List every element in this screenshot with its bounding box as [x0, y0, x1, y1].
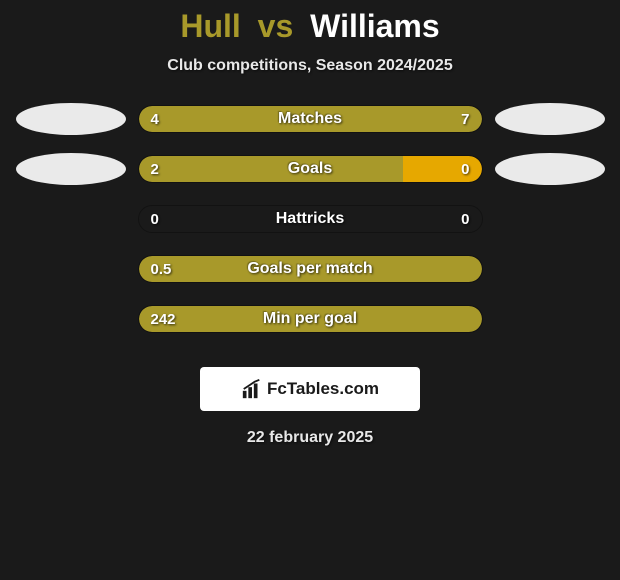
stat-label: Goals	[139, 156, 482, 182]
spacer	[495, 203, 605, 235]
spacer	[16, 253, 126, 285]
stat-row: 00Hattricks	[16, 203, 605, 235]
bar-chart-icon	[241, 378, 263, 400]
player2-indicator	[495, 103, 605, 135]
branding-inner: FcTables.com	[241, 378, 379, 400]
stat-label: Matches	[139, 106, 482, 132]
stat-row: 0.5Goals per match	[16, 253, 605, 285]
stat-label: Goals per match	[139, 256, 482, 282]
branding-text: FcTables.com	[267, 379, 379, 399]
stat-label: Hattricks	[139, 206, 482, 232]
stat-row: 47Matches	[16, 103, 605, 135]
player2-name: Williams	[310, 8, 440, 44]
vs-separator: vs	[258, 8, 294, 44]
player1-indicator	[16, 103, 126, 135]
comparison-widget: Hull vs Williams Club competitions, Seas…	[0, 0, 620, 447]
spacer	[495, 303, 605, 335]
stat-bar: 00Hattricks	[138, 205, 483, 233]
spacer	[16, 203, 126, 235]
stat-bar: 20Goals	[138, 155, 483, 183]
branding-box[interactable]: FcTables.com	[200, 367, 420, 411]
spacer	[495, 253, 605, 285]
player1-indicator	[16, 153, 126, 185]
stat-bar: 242Min per goal	[138, 305, 483, 333]
spacer	[16, 303, 126, 335]
stat-row: 20Goals	[16, 153, 605, 185]
stat-label: Min per goal	[139, 306, 482, 332]
player2-indicator	[495, 153, 605, 185]
stat-bar: 47Matches	[138, 105, 483, 133]
stat-bar: 0.5Goals per match	[138, 255, 483, 283]
footer-date: 22 february 2025	[247, 429, 373, 447]
page-title: Hull vs Williams	[180, 8, 439, 45]
player1-name: Hull	[180, 8, 240, 44]
stats-list: 47Matches 20Goals 00Hattricks 0.5Goals per …	[16, 103, 605, 353]
stat-row: 242Min per goal	[16, 303, 605, 335]
subtitle: Club competitions, Season 2024/2025	[167, 57, 452, 75]
